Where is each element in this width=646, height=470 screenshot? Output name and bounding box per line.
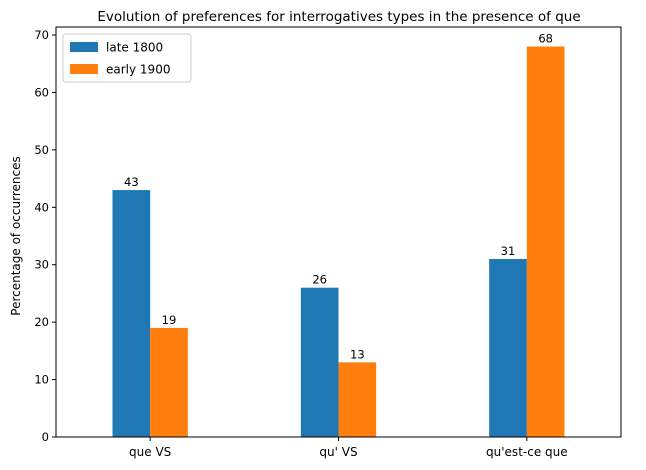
legend-swatch bbox=[70, 64, 98, 74]
x-tick-label: que VS bbox=[129, 445, 171, 459]
y-tick-label: 50 bbox=[34, 143, 49, 157]
chart-title: Evolution of preferences for interrogati… bbox=[97, 9, 580, 25]
bar-value-label: 19 bbox=[162, 313, 177, 327]
bar-value-label: 68 bbox=[538, 32, 553, 46]
y-tick-label: 30 bbox=[34, 258, 49, 272]
x-tick-label: qu'est-ce que bbox=[486, 445, 568, 459]
y-tick-label: 40 bbox=[34, 200, 49, 214]
bar-value-label: 26 bbox=[312, 273, 327, 287]
bar-late-1800-2 bbox=[489, 258, 527, 437]
bar-labels-group: 43 26 31 19 13 68 bbox=[124, 32, 553, 362]
bar-value-label: 31 bbox=[501, 244, 516, 258]
legend: late 1800 early 1900 bbox=[62, 33, 192, 83]
plot-frame bbox=[55, 26, 622, 438]
y-tick-label: 70 bbox=[34, 28, 49, 42]
legend-label: late 1800 bbox=[106, 41, 163, 55]
legend-label: early 1900 bbox=[106, 63, 170, 77]
bar-late-1800-0 bbox=[112, 190, 151, 437]
legend-swatch bbox=[70, 42, 98, 52]
bar-early-1900-1 bbox=[338, 362, 377, 437]
y-tick-label: 10 bbox=[34, 373, 49, 387]
y-axis-ticks: 0 10 20 30 40 50 60 70 bbox=[34, 28, 56, 444]
x-tick-label: qu' VS bbox=[319, 445, 357, 459]
y-tick-label: 0 bbox=[42, 430, 49, 444]
bar-early-1900-2 bbox=[526, 46, 565, 438]
y-axis-label: Percentage of occurrences bbox=[9, 156, 23, 315]
y-tick-label: 20 bbox=[34, 315, 49, 329]
bar-value-label: 13 bbox=[350, 347, 365, 361]
bars-group bbox=[112, 46, 565, 438]
bar-late-1800-1 bbox=[300, 287, 339, 437]
x-axis-ticks: que VS qu' VS qu'est-ce que bbox=[129, 437, 568, 459]
y-tick-label: 60 bbox=[34, 85, 49, 99]
bar-value-label: 43 bbox=[124, 175, 139, 189]
bar-early-1900-0 bbox=[150, 327, 188, 437]
